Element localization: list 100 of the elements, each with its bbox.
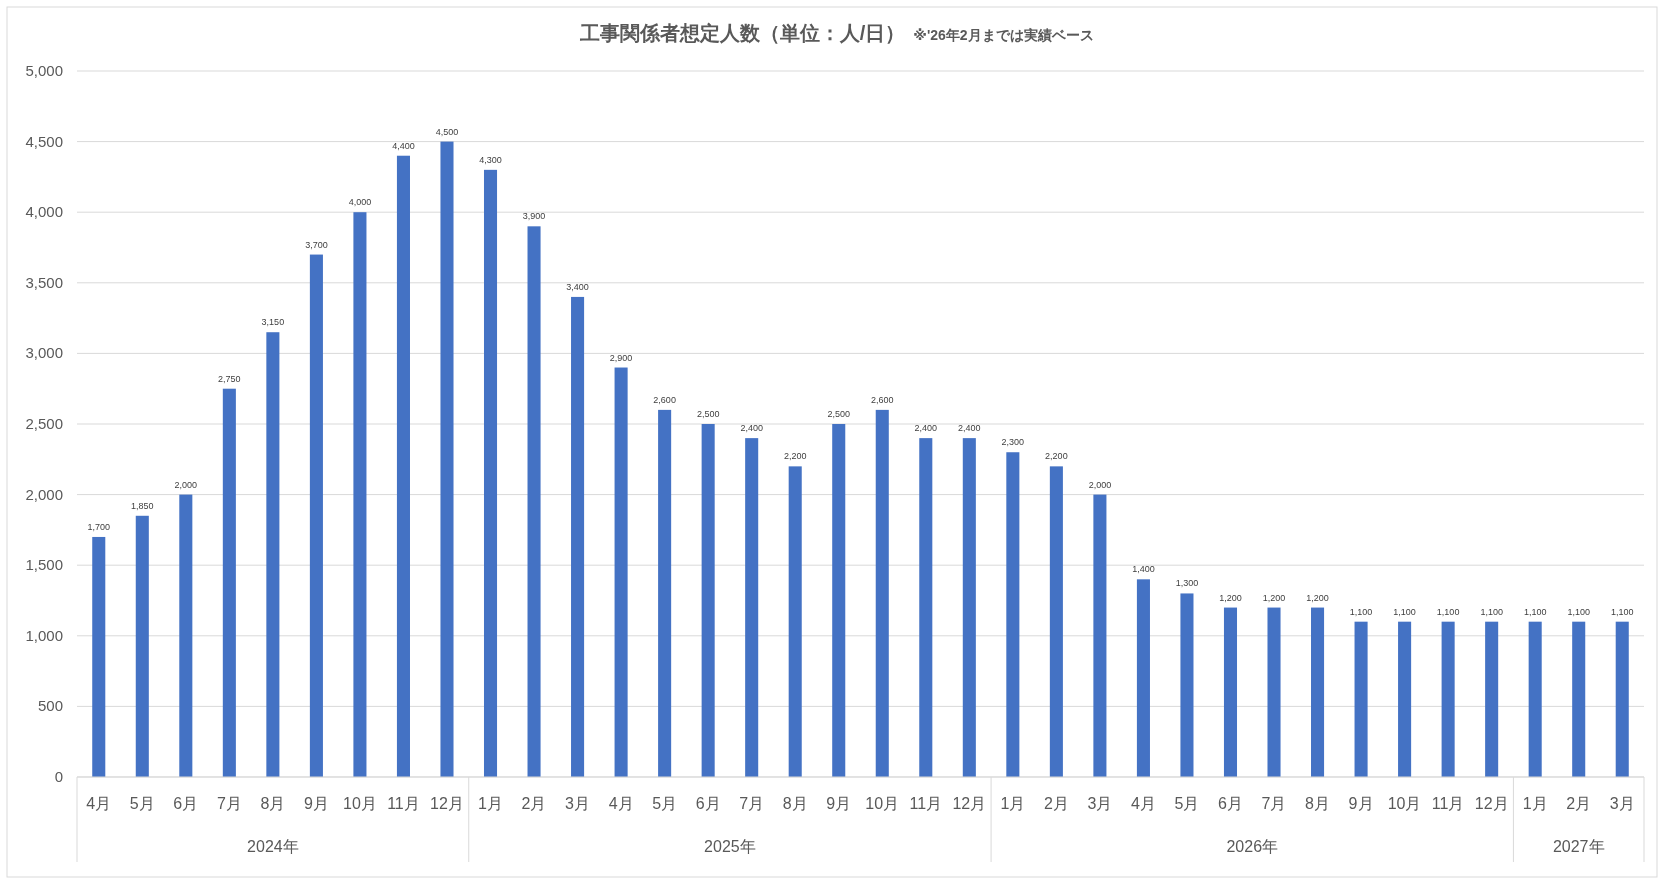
x-tick-label: 2月 [1566,795,1592,812]
bar [1180,593,1194,777]
bar [135,515,149,777]
bar [571,296,585,777]
bar [832,424,846,777]
y-tick-label: 3,500 [25,273,63,291]
x-tick-label: 12月 [430,795,464,812]
bar [745,438,759,777]
data-label: 2,500 [827,409,850,419]
data-label: 4,300 [479,154,502,165]
x-tick-label: 7月 [739,795,765,812]
text: 2026年 [1226,838,1279,855]
bar [919,438,933,777]
bar [875,409,889,777]
bar [1572,621,1586,777]
x-tick-label: 1月 [1000,795,1026,812]
data-label: 1,400 [1132,564,1155,575]
data-label: 4,500 [435,126,459,137]
x-tick-label: 2月 [521,795,547,812]
y-tick-label: 4,500 [25,132,63,150]
x-tick-label: 9月 [303,795,329,812]
chart-subtitle: ※'26年2月までは実績ベース [913,27,1094,43]
bar [1441,621,1455,777]
bar [1485,621,1499,777]
bar [483,169,498,777]
x-tick-label: 7月 [216,795,242,812]
bar [1398,621,1412,777]
x-tick-label: 5月 [129,795,155,812]
y-tick-label: 4,000 [25,203,63,221]
x-tick-label: 7月 [1261,795,1287,812]
x-tick-label: 12月 [952,795,987,812]
bar [658,409,672,777]
bar [353,212,367,777]
data-label: 2,400 [958,423,981,434]
bar [92,536,106,777]
bar [179,494,193,777]
data-label: 2,500 [696,409,720,419]
x-tick-label: 10月 [1387,795,1422,812]
bar [1311,607,1325,777]
data-label: 2,400 [740,423,763,434]
data-label: 1,200 [1262,592,1286,603]
bar [222,388,236,777]
x-tick-label: 11月 [387,795,420,812]
data-label: 1,300 [1175,578,1199,589]
data-label: 1,100 [1436,606,1460,617]
text: 2025年 [704,838,756,855]
bar [527,226,541,777]
bar [701,424,715,777]
x-tick-label: 6月 [1218,795,1243,812]
data-label: 1,100 [1567,606,1590,617]
x-tick-label: 4月 [1130,795,1156,812]
data-label: 3,900 [522,211,546,222]
y-tick-label: 2,000 [25,485,63,503]
x-tick-label: 5月 [1174,795,1200,812]
x-tick-label: 5月 [652,795,678,812]
bar [962,438,976,777]
y-tick-label: 3,000 [25,344,63,362]
x-tick-label: 11月 [1431,795,1465,812]
bar [614,367,628,777]
x-tick-label: 3月 [1087,795,1113,812]
data-label: 3,150 [261,317,285,328]
data-label: 3,700 [305,239,328,250]
x-tick-label: 10月 [343,795,377,812]
bar [1267,607,1281,777]
bar [1615,621,1629,777]
text: 2024年 [247,838,299,855]
x-tick-label: 10月 [865,795,900,812]
y-tick-label: 500 [37,697,63,715]
bar [1528,621,1542,777]
data-label: 2,300 [1001,437,1025,448]
x-tick-label: 2月 [1043,795,1069,812]
data-label: 2,750 [218,373,241,384]
chart-title: 工事関係者想定人数（単位：人/日） [578,22,906,44]
x-tick-label: 11月 [909,795,943,812]
data-label: 1,700 [87,521,111,532]
y-tick-label: 1,000 [25,626,63,644]
data-label: 2,400 [914,423,938,434]
x-tick-label: 1月 [1522,795,1548,812]
x-tick-label: 9月 [1348,795,1374,812]
data-label: 1,100 [1610,606,1634,617]
bar [1136,579,1150,777]
x-tick-label: 8月 [782,795,808,812]
y-tick-label: 1,500 [25,556,63,574]
x-tick-label: 9月 [826,795,852,812]
x-tick-label: 6月 [695,795,721,812]
data-label: 4,000 [348,197,372,208]
data-label: 4,400 [392,140,415,151]
data-label: 2,200 [783,451,807,462]
bar [266,332,280,777]
data-label: 2,600 [653,394,676,405]
data-label: 2,600 [871,394,894,405]
data-label: 1,200 [1219,592,1242,603]
data-label: 2,900 [609,352,633,363]
x-tick-label: 6月 [173,795,199,812]
x-tick-label: 4月 [86,795,112,812]
x-tick-label: 12月 [1474,795,1509,812]
data-label: 1,100 [1349,606,1373,617]
x-tick-label: 8月 [260,795,286,812]
text: 2027年 [1552,838,1605,855]
bar [309,254,323,777]
